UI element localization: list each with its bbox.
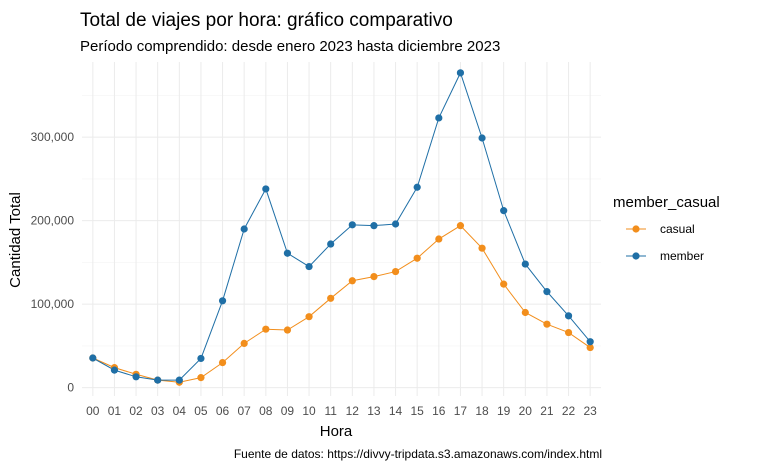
data-point-member — [586, 338, 594, 346]
data-point-casual — [305, 313, 313, 321]
legend: casual member — [626, 222, 704, 263]
data-point-member — [154, 376, 162, 384]
y-tick-label: 100,000 — [31, 297, 75, 311]
data-point-casual — [564, 328, 573, 337]
x-tick-label: 03 — [151, 404, 165, 418]
x-tick-label: 06 — [216, 404, 230, 418]
data-point-member — [391, 220, 400, 228]
data-point-member — [478, 134, 486, 142]
series-line-casual — [92, 225, 591, 383]
series-points — [89, 69, 594, 386]
x-tick-label: 08 — [259, 404, 273, 418]
x-tick-label: 05 — [194, 404, 208, 418]
data-point-member — [348, 221, 356, 229]
x-tick-label: 14 — [389, 404, 403, 418]
data-point-casual — [348, 277, 356, 285]
data-point-member — [197, 354, 205, 363]
data-point-member — [305, 262, 313, 271]
data-point-member — [413, 183, 421, 191]
data-point-casual — [521, 308, 529, 317]
y-axis-ticks: 0 100,000 200,000 300,000 — [31, 130, 75, 395]
chart-subtitle: Período comprendido: desde enero 2023 ha… — [80, 38, 500, 55]
data-point-casual — [283, 326, 292, 334]
x-tick-label: 04 — [173, 404, 187, 418]
y-tick-label: 200,000 — [31, 214, 75, 228]
data-point-member — [89, 354, 97, 362]
x-tick-label: 23 — [584, 404, 598, 418]
series-line-member — [92, 71, 591, 381]
data-point-member — [456, 69, 465, 77]
data-point-casual — [456, 222, 465, 230]
data-point-casual — [197, 374, 205, 382]
data-point-casual — [500, 280, 508, 288]
legend-key-point-member — [632, 252, 640, 260]
x-tick-label: 01 — [108, 404, 122, 418]
data-point-casual — [543, 320, 551, 328]
data-point-member — [327, 240, 335, 248]
data-point-casual — [240, 339, 248, 347]
data-point-casual — [413, 254, 421, 262]
x-tick-label: 12 — [346, 404, 360, 418]
legend-key-point-casual — [632, 225, 640, 233]
data-point-casual — [478, 244, 486, 252]
data-point-member — [564, 312, 573, 320]
x-tick-label: 00 — [86, 404, 100, 418]
data-point-member — [283, 249, 292, 257]
x-tick-label: 10 — [302, 404, 316, 418]
data-point-member — [175, 376, 183, 384]
x-tick-label: 20 — [519, 404, 533, 418]
x-axis-ticks: 00 01 02 03 04 05 06 07 08 09 10 11 12 13 14 15 16 17 18 19… — [86, 404, 597, 418]
y-tick-label: 0 — [67, 381, 74, 395]
y-axis-title: Cantidad Total — [7, 192, 24, 288]
data-point-member — [240, 225, 248, 233]
data-point-member — [435, 114, 443, 122]
data-source-caption: Fuente de datos: https://divvy-tripdata.… — [234, 447, 602, 461]
data-point-member — [500, 207, 508, 215]
x-tick-label: 11 — [324, 404, 337, 418]
data-point-casual — [262, 325, 270, 333]
x-tick-label: 02 — [129, 404, 143, 418]
legend-label-member: member — [660, 249, 704, 263]
x-tick-label: 17 — [454, 404, 468, 418]
x-axis-title: Hora — [320, 423, 353, 440]
x-tick-label: 09 — [281, 404, 295, 418]
x-tick-label: 21 — [540, 404, 554, 418]
data-point-casual — [218, 359, 227, 367]
data-point-member — [218, 297, 227, 305]
data-point-casual — [435, 235, 443, 243]
data-point-member — [370, 222, 378, 230]
data-point-casual — [327, 294, 335, 302]
plot-grid — [82, 62, 601, 396]
data-point-casual — [586, 343, 594, 352]
x-tick-label: 16 — [432, 404, 446, 418]
x-tick-label: 19 — [497, 404, 511, 418]
x-tick-label: 22 — [562, 404, 576, 418]
data-point-member — [132, 373, 140, 381]
legend-title: member_casual — [613, 194, 720, 211]
x-tick-label: 18 — [475, 404, 489, 418]
x-tick-label: 15 — [411, 404, 425, 418]
series-lines — [92, 71, 591, 383]
data-point-casual — [391, 267, 400, 276]
chart-title: Total de viajes por hora: gráfico compar… — [80, 10, 453, 31]
x-tick-label: 13 — [367, 404, 381, 418]
data-point-member — [521, 260, 529, 268]
data-point-member — [543, 288, 551, 296]
data-point-casual — [370, 272, 378, 281]
x-tick-label: 07 — [238, 404, 252, 418]
data-point-member — [110, 366, 119, 374]
data-point-member — [262, 185, 270, 193]
y-tick-label: 300,000 — [31, 130, 75, 144]
legend-label-casual: casual — [660, 222, 695, 236]
